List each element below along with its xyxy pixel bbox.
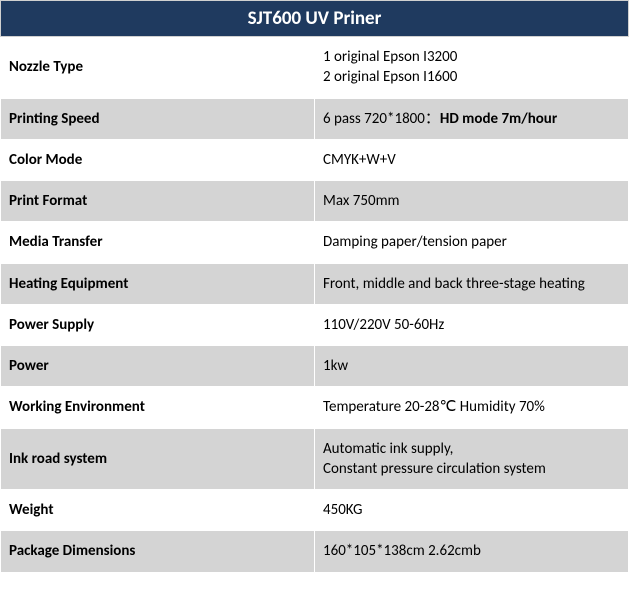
spec-table-body: Nozzle Type 1 original Epson I3200 2 origi… — [1, 37, 629, 573]
spec-value: 1kw — [315, 346, 629, 387]
spec-value-line: 1 original Epson I3200 — [323, 48, 457, 66]
spec-value: 110V/220V 50-60Hz — [315, 304, 629, 345]
spec-value: Temperature 20-28℃ Humidity 70% — [315, 387, 629, 428]
spec-label: Power Supply — [1, 304, 315, 345]
spec-label: Ink road system — [1, 428, 315, 490]
table-row: Printing Speed6 pass 720*1800：HD mode 7m… — [1, 98, 629, 139]
table-row: Nozzle Type 1 original Epson I3200 2 origi… — [1, 37, 629, 99]
table-title: SJT600 UV Priner — [1, 1, 629, 37]
spec-table: SJT600 UV Priner Nozzle Type1 original E… — [0, 0, 629, 573]
table-row: Print FormatMax 750mm — [1, 181, 629, 222]
spec-value: Damping paper/tension paper — [315, 222, 629, 263]
spec-label: Printing Speed — [1, 98, 315, 139]
spec-value: 1 original Epson I3200 2 original Epson I… — [315, 37, 629, 99]
table-row: Color ModeCMYK+W+V — [1, 139, 629, 180]
spec-label: Package Dimensions — [1, 531, 315, 572]
spec-label: Nozzle Type — [1, 37, 315, 99]
spec-label: Media Transfer — [1, 222, 315, 263]
table-row: Heating EquipmentFront, middle and back … — [1, 263, 629, 304]
spec-label: Power — [1, 346, 315, 387]
spec-value: Front, middle and back three-stage heati… — [315, 263, 629, 304]
spec-label: Color Mode — [1, 139, 315, 180]
spec-value-line: Automatic ink supply, — [323, 440, 453, 458]
spec-label: Working Environment — [1, 387, 315, 428]
table-row: Ink road system Automatic ink supply, Cons… — [1, 428, 629, 490]
spec-value-line: 2 original Epson I1600 — [323, 68, 457, 86]
table-row: Working EnvironmentTemperature 20-28℃ Hu… — [1, 387, 629, 428]
spec-label: Heating Equipment — [1, 263, 315, 304]
spec-value: Max 750mm — [315, 181, 629, 222]
table-row: Weight450KG — [1, 490, 629, 531]
table-row: Package Dimensions160*105*138cm 2.62cmb — [1, 531, 629, 572]
spec-value-line: Constant pressure circulation system — [323, 460, 546, 478]
table-row: Power Supply110V/220V 50-60Hz — [1, 304, 629, 345]
spec-value: 6 pass 720*1800：HD mode 7m/hour — [315, 98, 629, 139]
spec-label: Weight — [1, 490, 315, 531]
spec-value: CMYK+W+V — [315, 139, 629, 180]
table-row: Power1kw — [1, 346, 629, 387]
spec-value: 450KG — [315, 490, 629, 531]
spec-value: Automatic ink supply, Constant pressure c… — [315, 428, 629, 490]
spec-label: Print Format — [1, 181, 315, 222]
table-row: Media TransferDamping paper/tension pape… — [1, 222, 629, 263]
spec-value-prefix: 6 pass 720*1800： — [323, 110, 440, 128]
spec-value: 160*105*138cm 2.62cmb — [315, 531, 629, 572]
spec-value-bold: HD mode 7m/hour — [440, 110, 557, 128]
